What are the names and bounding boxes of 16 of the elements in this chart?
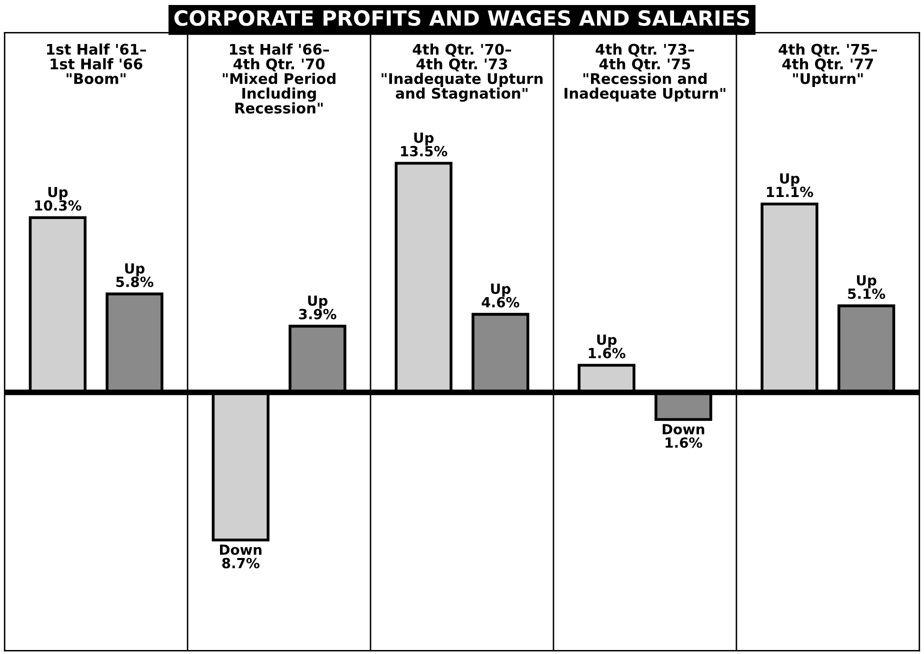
x-tick-label: 4th Qtr. '70– 4th Qtr. '73 "Inadequate Upturn and Stagnation": [382, 43, 543, 102]
data-label: Up 5.1%: [848, 275, 886, 299]
data-label: Down 8.7%: [220, 544, 262, 568]
chart-title: CORPORATE PROFITS AND WAGES AND SALARIES: [174, 10, 750, 26]
data-label: Up 5.8%: [116, 263, 154, 288]
data-label: Up 11.1%: [766, 173, 814, 198]
data-label: Up 13.5%: [401, 132, 448, 156]
x-tick-label: 4th Qtr. '75– 4th Qtr. '77 "Upturn": [778, 43, 877, 87]
data-label: Down 1.6%: [662, 424, 704, 448]
x-tick-label: 4th Qtr. '73– 4th Qtr. '75 "Recession and Inadequate Upturn": [564, 43, 726, 102]
x-tick-label: 1st Half '66– 4th Qtr. '70 "Mixed Period Including Recession": [222, 43, 336, 114]
data-label: Up 3.9%: [299, 296, 336, 320]
data-label: Up 1.6%: [588, 334, 626, 358]
x-tick-label: 1st Half '61– 1st Half '66 "Boom": [47, 43, 146, 84]
data-label: Up 10.3%: [35, 186, 82, 211]
data-label: Up 4.6%: [482, 284, 520, 308]
